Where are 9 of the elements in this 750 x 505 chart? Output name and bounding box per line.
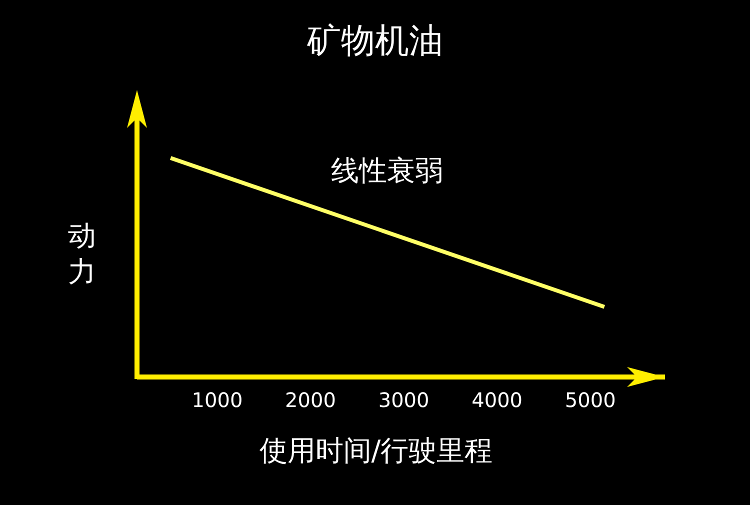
- ylabel: 动力: [68, 219, 96, 288]
- xlabel: 使用时间/行驶里程: [259, 434, 493, 467]
- xtick: 2000: [285, 388, 336, 412]
- xtick: 3000: [378, 388, 430, 412]
- annotation: 线性衰弱: [331, 154, 443, 187]
- title: 矿物机油: [307, 21, 443, 61]
- xtick: 4000: [472, 388, 523, 412]
- xtick: 5000: [564, 388, 616, 412]
- xtick: 1000: [192, 388, 243, 412]
